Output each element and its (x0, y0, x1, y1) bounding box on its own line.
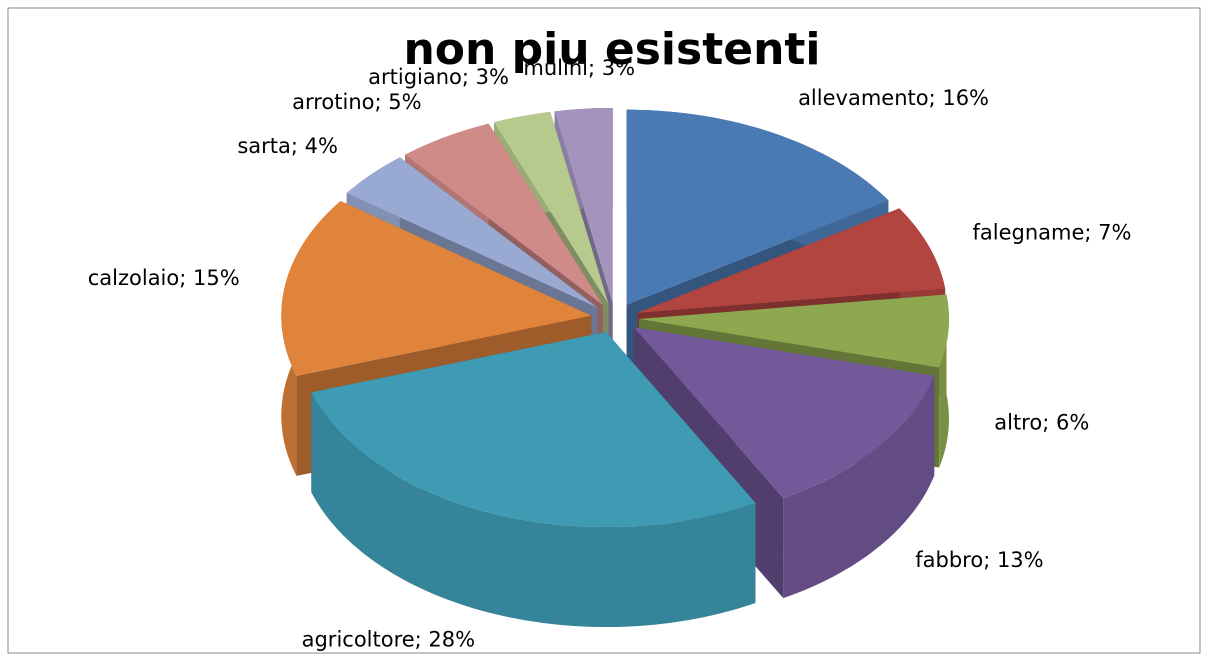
slice (311, 332, 756, 628)
slice-top (637, 208, 946, 313)
data-label: agricoltore; 28% (302, 627, 476, 651)
slice-top (405, 123, 603, 305)
data-label: arrotino; 5% (292, 90, 421, 114)
labels: allevamento; 16% falegname; 7% altro; 6% fa… (88, 56, 1132, 651)
data-label: fabbro; 13% (915, 548, 1043, 572)
data-label: artigiano; 3% (368, 65, 509, 89)
data-label: altro; 6% (994, 411, 1089, 435)
pie (281, 107, 949, 628)
slice-top (494, 111, 609, 304)
slice-top (554, 107, 613, 303)
slice (633, 327, 935, 599)
chart-title: non piu esistenti (403, 24, 820, 75)
slice-top (311, 332, 756, 528)
data-label: allevamento; 16% (798, 86, 989, 110)
data-label: calzolaio; 15% (88, 266, 240, 290)
slice-top (633, 327, 935, 499)
slice-top (281, 201, 592, 376)
data-label: falegname; 7% (973, 220, 1132, 244)
data-label: sarta; 4% (237, 134, 338, 158)
slice-top (346, 157, 598, 308)
slice-side (311, 392, 756, 628)
slice-top (638, 294, 949, 368)
data-label: mulini; 3% (523, 56, 635, 80)
slice-side (783, 375, 935, 599)
slice-top (626, 109, 889, 305)
